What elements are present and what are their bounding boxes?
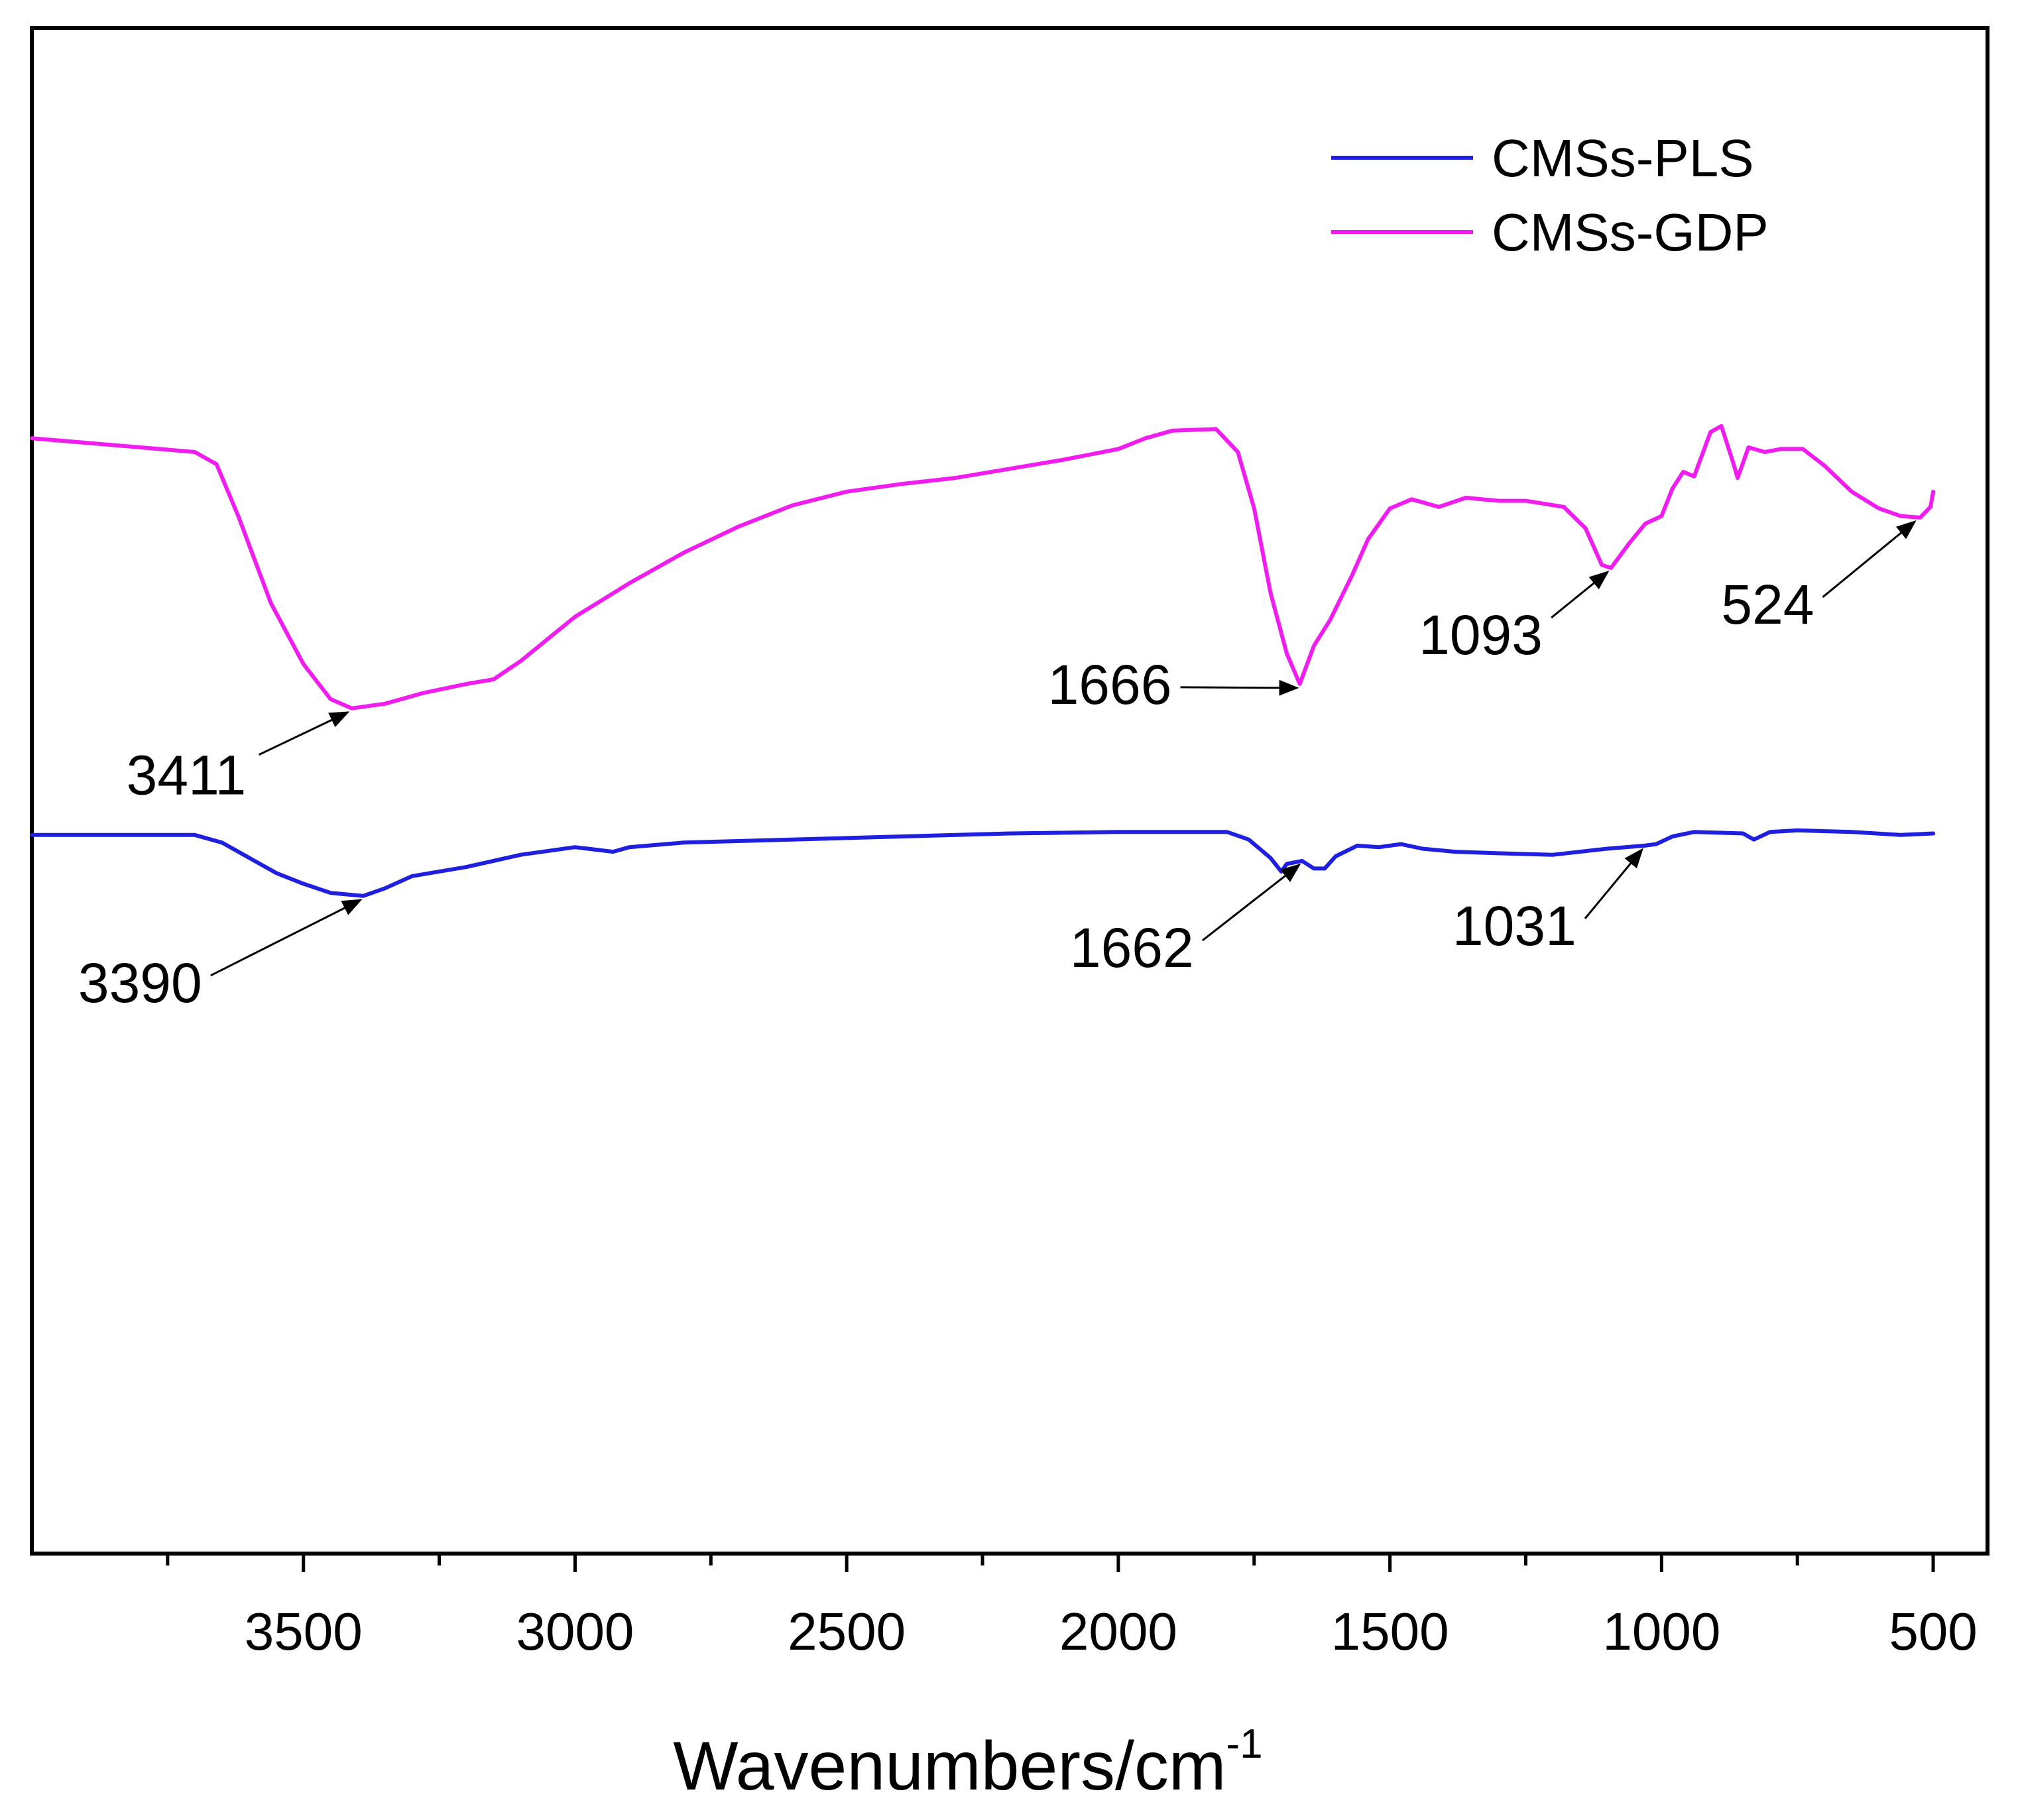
legend-label: CMSs-PLS [1492,129,1754,188]
legend-item-cmss-pls: CMSs-PLS [1331,129,1754,188]
x-tick-label-3000: 3000 [516,1602,634,1661]
annotation-524: 524 [1721,520,1917,636]
annotation-layer: 3390 1662 1031 3411 1666 1093 524 [78,520,1917,1014]
annotation-arrow [1180,679,1299,696]
x-tick-label-500: 500 [1889,1602,1977,1661]
plot-frame [30,26,1989,1556]
x-axis-ticks: 3500 3000 2500 2000 1500 1000 500 [166,1554,1978,1661]
series-layer [30,424,1936,898]
annotation-arrow [210,899,363,977]
x-axis-label: Wavenumbers/cm-1 [673,1721,1262,1805]
x-tick-label-2000: 2000 [1059,1602,1177,1661]
annotation-3390: 3390 [78,899,363,1014]
annotation-label: 1662 [1070,917,1194,979]
annotation-1666: 1666 [1048,654,1299,716]
annotation-label: 3390 [78,952,202,1014]
legend-item-cmss-gdp: CMSs-GDP [1331,203,1769,262]
series-line-cmss-gdp [30,424,1936,711]
annotation-arrow [259,711,350,756]
annotation-label: 1093 [1419,604,1543,666]
annotation-1662: 1662 [1070,864,1301,979]
annotation-arrow [1822,520,1917,598]
annotation-label: 3411 [127,744,247,807]
x-tick-label-1500: 1500 [1331,1602,1449,1661]
x-tick-label-1000: 1000 [1602,1602,1720,1661]
annotation-label: 1666 [1048,654,1172,716]
series-line-cmss-pls [30,828,1936,898]
annotation-1093: 1093 [1419,571,1610,666]
x-tick-label-2500: 2500 [788,1602,906,1661]
annotation-arrow [1551,571,1610,619]
legend-label: CMSs-GDP [1492,203,1769,262]
annotation-arrow [1201,864,1301,942]
annotation-1031: 1031 [1453,848,1643,957]
x-axis-label-superscript: -1 [1226,1721,1263,1767]
x-axis-label-text: Wavenumbers/cm [673,1728,1226,1805]
annotation-label: 524 [1721,573,1814,636]
legend: CMSs-PLS CMSs-GDP [1331,129,1769,262]
annotation-label: 1031 [1453,895,1576,957]
annotation-3411: 3411 [127,711,350,807]
x-tick-label-3500: 3500 [245,1602,363,1661]
annotation-arrow [1584,848,1643,919]
